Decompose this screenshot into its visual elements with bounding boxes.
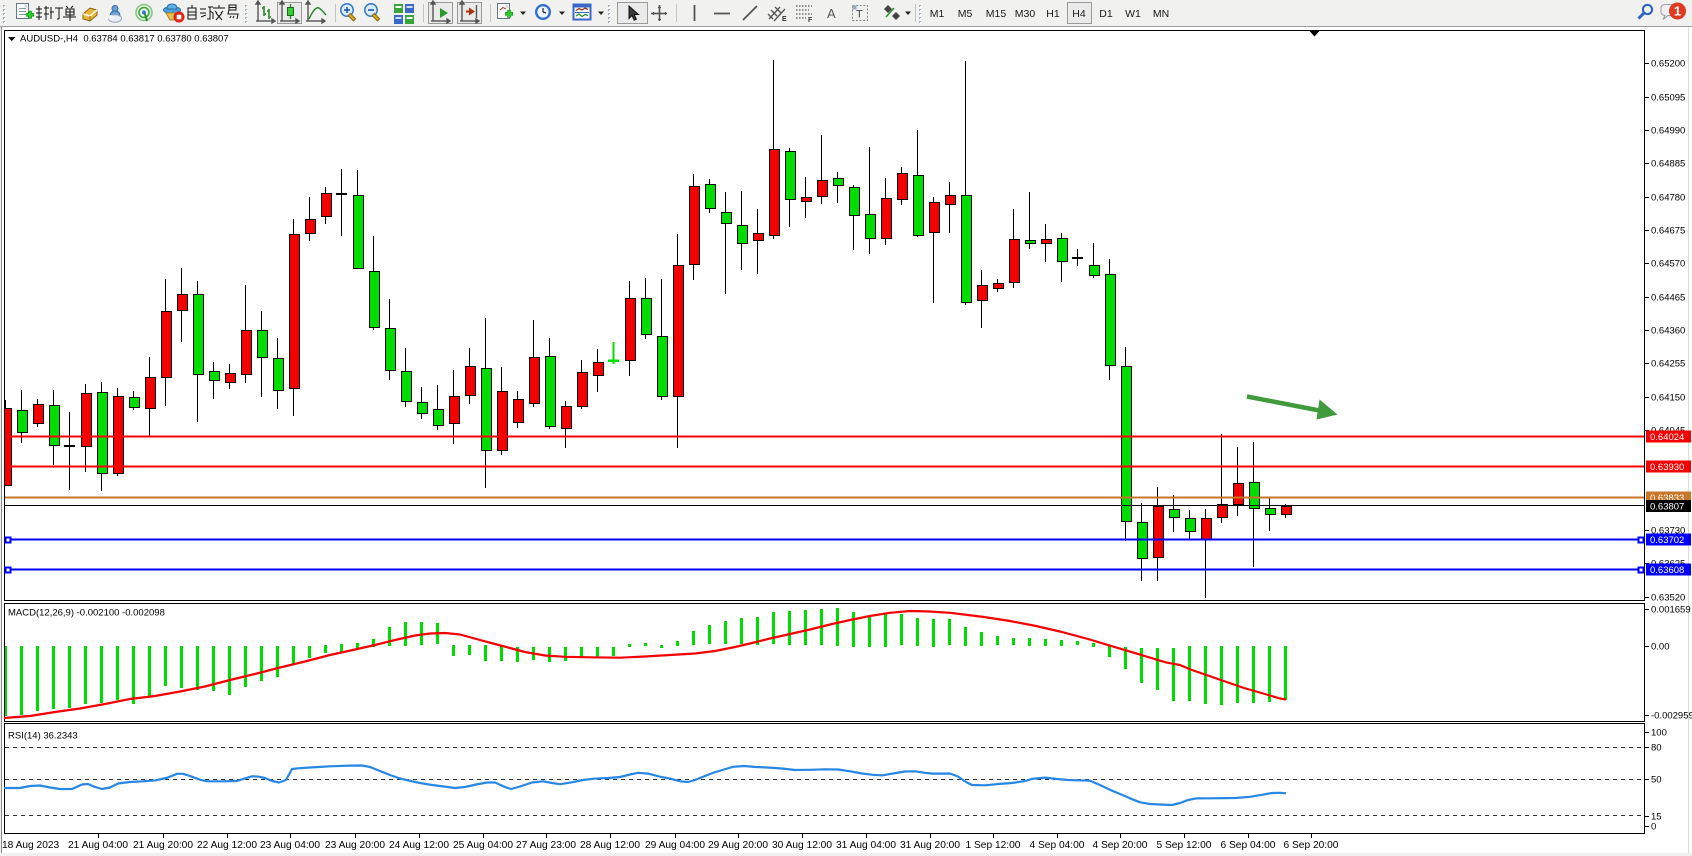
svg-text:0.64255: 0.64255 [1651,359,1685,370]
svg-text:MN: MN [1153,8,1169,20]
svg-text:AUDUSD-,H4 0.63784 0.63817 0.: AUDUSD-,H4 0.63784 0.63817 0.63780 0.638… [20,34,229,45]
svg-text:0.64675: 0.64675 [1651,226,1685,237]
svg-text:RSI(14) 36.2343: RSI(14) 36.2343 [8,731,78,742]
svg-text:T: T [856,9,863,21]
svg-text:27 Aug 23:00: 27 Aug 23:00 [516,840,576,851]
svg-text:4 Sep 20:00: 4 Sep 20:00 [1093,840,1148,851]
svg-text:0.64570: 0.64570 [1651,259,1685,270]
svg-text:W1: W1 [1125,8,1141,20]
svg-text:29 Aug 04:00: 29 Aug 04:00 [645,840,705,851]
svg-text:0.64885: 0.64885 [1651,159,1685,170]
svg-text:28 Aug 12:00: 28 Aug 12:00 [580,840,640,851]
svg-text:0.65200: 0.65200 [1651,59,1685,70]
svg-text:0.63930: 0.63930 [1650,462,1684,473]
svg-text:0.64465: 0.64465 [1651,293,1685,304]
svg-text:0: 0 [1651,822,1656,833]
svg-text:0.63730: 0.63730 [1651,526,1685,537]
svg-text:0.64024: 0.64024 [1650,432,1684,443]
svg-text:23 Aug 20:00: 23 Aug 20:00 [325,840,385,851]
svg-text:80: 80 [1651,743,1662,754]
svg-text:M30: M30 [1015,8,1036,20]
svg-text:0.63608: 0.63608 [1650,565,1684,576]
svg-text:21 Aug 20:00: 21 Aug 20:00 [133,840,193,851]
svg-text:A: A [827,6,836,21]
svg-text:6 Sep 04:00: 6 Sep 04:00 [1221,840,1276,851]
svg-text:22 Aug 12:00: 22 Aug 12:00 [197,840,257,851]
svg-text:0.64150: 0.64150 [1651,393,1685,404]
svg-text:0.64990: 0.64990 [1651,126,1685,137]
svg-text:D1: D1 [1099,8,1113,20]
svg-text:31 Aug 04:00: 31 Aug 04:00 [836,840,896,851]
svg-text:100: 100 [1651,728,1667,739]
svg-text:21 Aug 04:00: 21 Aug 04:00 [68,840,128,851]
svg-text:M1: M1 [930,8,945,20]
svg-text:H4: H4 [1072,8,1086,20]
svg-text:15: 15 [1651,812,1662,823]
svg-text:1: 1 [1674,4,1681,19]
svg-text:4 Sep 04:00: 4 Sep 04:00 [1030,840,1085,851]
svg-text:H1: H1 [1046,8,1060,20]
svg-text:0.65095: 0.65095 [1651,93,1685,104]
svg-text:18 Aug 2023: 18 Aug 2023 [2,840,60,851]
svg-text:M5: M5 [958,8,973,20]
svg-text:0.63702: 0.63702 [1650,535,1684,546]
svg-text:0.63520: 0.63520 [1651,593,1685,604]
svg-text:F: F [808,17,813,24]
svg-text:0.00: 0.00 [1651,642,1670,653]
svg-text:0.64780: 0.64780 [1651,193,1685,204]
svg-text:29 Aug 20:00: 29 Aug 20:00 [708,840,768,851]
svg-text:-0.002959: -0.002959 [1651,711,1692,722]
svg-text:1 Sep 12:00: 1 Sep 12:00 [966,840,1021,851]
svg-text:MACD(12,26,9) -0.002100 -0.002: MACD(12,26,9) -0.002100 -0.002098 [8,608,165,619]
svg-text:6 Sep 20:00: 6 Sep 20:00 [1284,840,1339,851]
svg-text:25 Aug 04:00: 25 Aug 04:00 [453,840,513,851]
svg-text:31 Aug 20:00: 31 Aug 20:00 [900,840,960,851]
svg-text:0.63833: 0.63833 [1650,493,1684,504]
svg-text:M15: M15 [986,8,1007,20]
svg-text:E: E [782,16,787,23]
svg-text:0.63807: 0.63807 [1650,502,1684,513]
svg-text:0.001659: 0.001659 [1651,605,1691,616]
svg-text:5 Sep 12:00: 5 Sep 12:00 [1157,840,1212,851]
svg-text:0.64360: 0.64360 [1651,326,1685,337]
svg-text:24 Aug 12:00: 24 Aug 12:00 [389,840,449,851]
svg-text:30 Aug 12:00: 30 Aug 12:00 [772,840,832,851]
svg-text:50: 50 [1651,775,1662,786]
svg-text:23 Aug 04:00: 23 Aug 04:00 [260,840,320,851]
